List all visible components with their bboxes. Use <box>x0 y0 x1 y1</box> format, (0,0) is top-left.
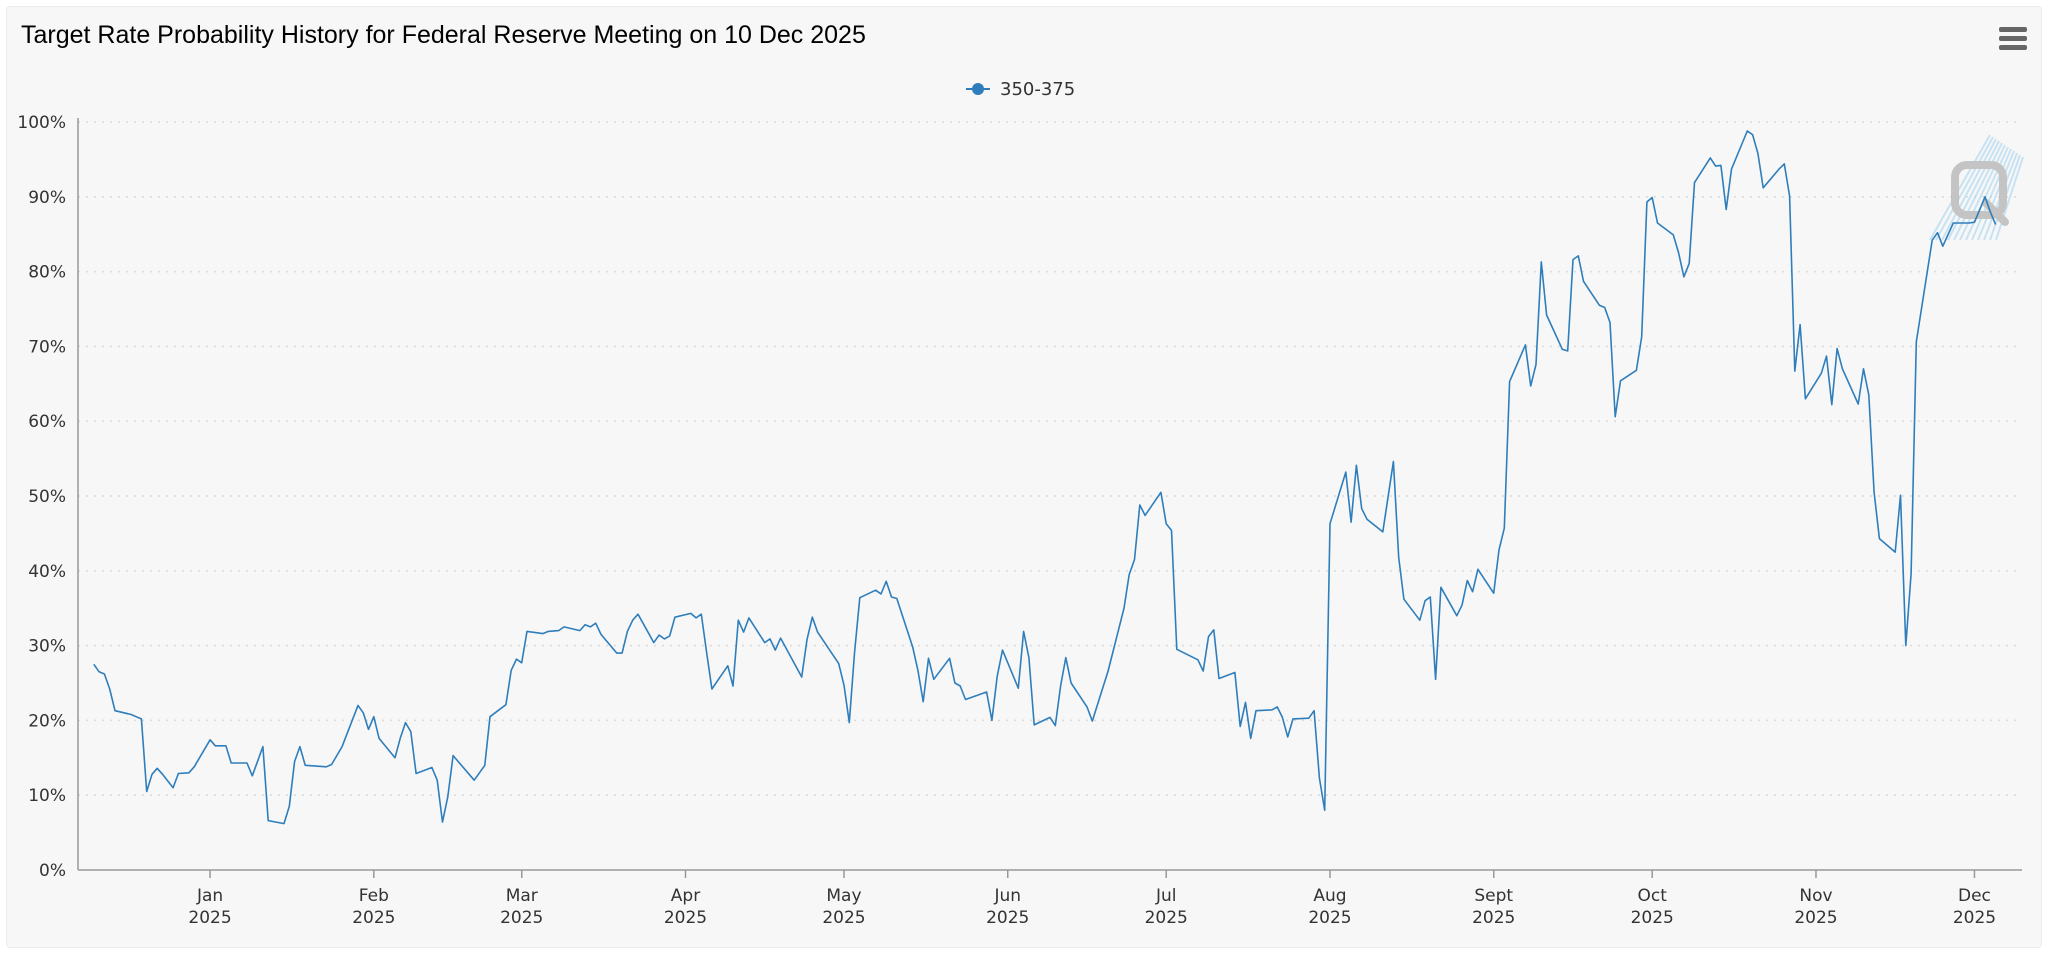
y-tick-label: 50% <box>28 487 66 507</box>
x-tick-month-label: Jun <box>993 886 1021 906</box>
y-tick-label: 10% <box>28 786 66 806</box>
watermark-stroke <box>1995 156 2024 241</box>
chart-title: Target Rate Probability History for Fede… <box>21 21 866 49</box>
x-tick-month-label: Jan <box>196 886 223 906</box>
y-tick-label: 80% <box>28 263 66 283</box>
y-tick-label: 70% <box>28 337 66 357</box>
x-tick-year-label: 2025 <box>822 908 865 928</box>
x-tick-year-label: 2025 <box>986 908 1029 928</box>
y-gridlines <box>78 121 2022 796</box>
x-tick-year-label: 2025 <box>1631 908 1674 928</box>
y-tick-label: 90% <box>28 188 66 208</box>
chart-container: Target Rate Probability History for Fede… <box>6 6 2042 948</box>
x-tick-year-label: 2025 <box>664 908 707 928</box>
series-group <box>93 130 1997 825</box>
chart-legend[interactable]: 350-375 <box>966 79 1075 100</box>
x-tick-year-label: 2025 <box>1308 908 1351 928</box>
watermark-stroke <box>1953 142 2003 241</box>
x-tick-year-label: 2025 <box>188 908 231 928</box>
x-tick-year-label: 2025 <box>1145 908 1188 928</box>
y-tick-label: 60% <box>28 412 66 432</box>
y-tick-label: 100% <box>17 113 66 133</box>
x-axis-ticks: Jan2025Feb2025Mar2025Apr2025May2025Jun20… <box>188 870 1996 928</box>
x-tick-month-label: May <box>826 886 861 906</box>
x-tick-month-label: Feb <box>359 886 389 906</box>
x-tick-month-label: Apr <box>671 886 700 906</box>
x-tick-month-label: Mar <box>506 886 538 906</box>
y-tick-label: 20% <box>28 711 66 731</box>
x-tick-month-label: Sept <box>1474 886 1513 906</box>
hamburger-menu-icon[interactable] <box>1997 27 2029 55</box>
x-tick-month-label: Nov <box>1799 886 1832 906</box>
x-tick-year-label: 2025 <box>352 908 395 928</box>
watermark-stroke <box>1965 146 2009 241</box>
x-tick-year-label: 2025 <box>1953 908 1996 928</box>
y-tick-label: 30% <box>28 637 66 657</box>
legend-label[interactable]: 350-375 <box>1000 79 1075 100</box>
x-tick-month-label: Dec <box>1958 886 1991 906</box>
x-tick-month-label: Jul <box>1155 886 1177 906</box>
watermark-stroke <box>1929 134 1991 241</box>
legend-marker-dot <box>972 83 984 95</box>
x-tick-month-label: Aug <box>1313 886 1346 906</box>
x-tick-year-label: 2025 <box>500 908 543 928</box>
watermark-stroke <box>1959 144 2006 241</box>
y-tick-label: 40% <box>28 562 66 582</box>
series-line-350-375[interactable] <box>93 130 1997 825</box>
y-tick-label: 0% <box>39 861 66 881</box>
x-tick-year-label: 2025 <box>1472 908 1515 928</box>
watermark-stroke <box>1971 148 2012 241</box>
watermark-stroke <box>1941 138 1997 241</box>
x-tick-year-label: 2025 <box>1794 908 1837 928</box>
watermark-stroke <box>1935 136 1994 241</box>
y-axis-ticks: 0% 10% 20% 30% 40% 50% 60% 70% 80% 90% 100% <box>17 113 66 881</box>
chart-axes <box>77 118 2022 871</box>
watermark-logo-icon <box>1929 134 2024 241</box>
x-tick-month-label: Oct <box>1638 886 1668 906</box>
watermark-stroke <box>1977 150 2015 241</box>
